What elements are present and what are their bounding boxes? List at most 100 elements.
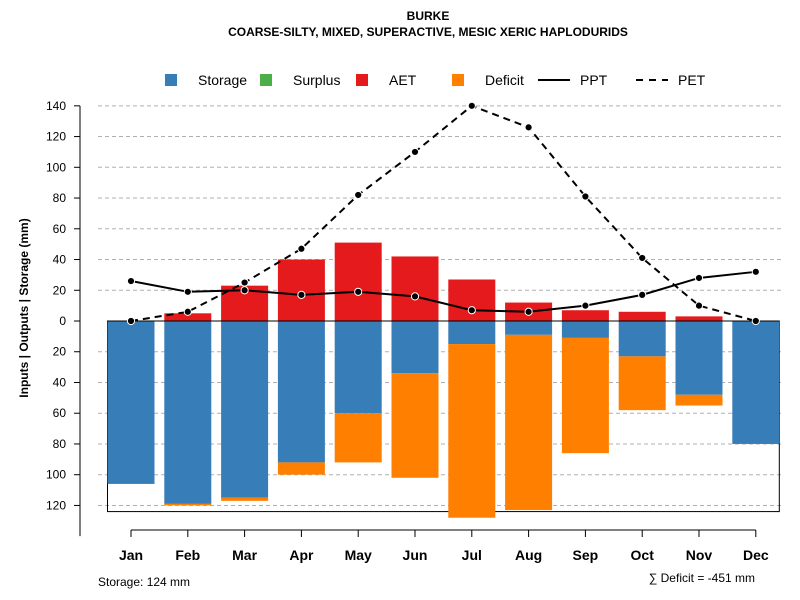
aet-bar: [448, 279, 496, 321]
storage-bar: [561, 321, 609, 338]
x-tick-label-aug: Aug: [515, 547, 542, 563]
deficit-bar: [675, 394, 723, 406]
y-tick-label: 80: [53, 191, 67, 205]
x-tick-label-jul: Jul: [462, 547, 482, 563]
legend-label-ppt: PPT: [580, 72, 608, 88]
legend-swatch-deficit: [452, 74, 464, 86]
y-tick-label: 0: [59, 314, 66, 328]
x-axis: Jan Feb Mar Apr May Jun Jul Aug Sep Oct Nov Dec: [119, 529, 769, 563]
ppt-point: [751, 267, 760, 276]
ppt-point: [297, 290, 306, 299]
x-tick-label-apr: Apr: [289, 547, 314, 563]
legend-label-aet: AET: [389, 72, 417, 88]
legend-label-deficit: Deficit: [485, 72, 524, 88]
deficit-bar: [505, 334, 553, 511]
y-tick-label: 120: [46, 130, 66, 144]
pet-point: [183, 307, 192, 316]
storage-bar: [334, 321, 382, 414]
pet-point: [240, 278, 249, 287]
deficit-bar: [164, 503, 212, 506]
pet-point: [638, 253, 647, 263]
chart-title: BURKE: [407, 9, 450, 23]
storage-bar: [277, 321, 325, 463]
y-tick-label: 140: [46, 99, 66, 113]
ppt-point: [467, 306, 476, 315]
storage-bar: [675, 321, 723, 395]
storage-bar: [448, 321, 496, 345]
y-axis: 0 20 40 60 80 100 120 140 20 40 60 80 100 120: [46, 99, 81, 537]
y-tick-label: 20: [53, 283, 67, 297]
ppt-line: [130, 270, 756, 313]
aet-bar: [277, 259, 325, 321]
legend-swatch-aet: [356, 74, 368, 86]
x-tick-label-jun: Jun: [403, 547, 428, 563]
aet-bar: [675, 316, 723, 321]
deficit-bar: [561, 337, 609, 454]
lines: [126, 101, 760, 326]
x-tick-label-jan: Jan: [119, 547, 143, 563]
aet-bar: [164, 313, 212, 321]
y-tick-label: 40: [53, 375, 67, 389]
x-tick-label-may: May: [345, 547, 372, 563]
deficit-bar: [277, 462, 325, 475]
aet-bar: [391, 256, 439, 321]
legend-label-pet: PET: [678, 72, 706, 88]
y-tick-label: 20: [53, 345, 67, 359]
pet-line: [130, 104, 757, 322]
deficit-footer: ∑ Deficit = -451 mm: [649, 571, 755, 585]
y-tick-label: 60: [53, 406, 67, 420]
chart-subtitle: COARSE-SILTY, MIXED, SUPERACTIVE, MESIC …: [228, 25, 628, 39]
legend-label-storage: Storage: [198, 72, 247, 88]
y-tick-label: 40: [53, 253, 67, 267]
deficit-bar: [391, 373, 439, 478]
ppt-point: [183, 287, 192, 296]
deficit-bar: [221, 497, 269, 501]
y-tick-label: 80: [53, 437, 67, 451]
x-tick-label-nov: Nov: [686, 547, 713, 563]
deficit-bar: [334, 413, 382, 463]
legend-swatch-storage: [165, 74, 177, 86]
pet-point: [467, 101, 476, 110]
legend-label-surplus: Surplus: [293, 72, 340, 88]
y-tick-label: 60: [53, 222, 67, 236]
aet-bar: [618, 311, 666, 321]
aet-bar: [334, 242, 382, 321]
bars: [107, 242, 780, 518]
ppt-point: [410, 292, 420, 301]
storage-bar: [107, 321, 155, 484]
storage-bar: [391, 321, 439, 374]
storage-bar: [221, 321, 269, 498]
y-tick-label: 100: [46, 160, 66, 174]
deficit-bar: [448, 344, 496, 518]
pet-point: [524, 123, 533, 132]
y-axis-label: Inputs | Outputs | Storage (mm): [17, 218, 31, 397]
pet-point: [354, 190, 363, 200]
pet-point: [410, 147, 420, 157]
ppt-point: [126, 276, 136, 286]
deficit-bar: [618, 356, 666, 411]
storage-bar: [505, 321, 553, 335]
x-tick-label-oct: Oct: [631, 547, 655, 563]
pet-point: [581, 192, 590, 201]
y-tick-label: 120: [46, 498, 66, 512]
x-tick-label-sep: Sep: [573, 547, 599, 563]
storage-footer: Storage: 124 mm: [98, 575, 190, 589]
ppt-point: [638, 290, 647, 299]
x-tick-label-feb: Feb: [175, 547, 200, 563]
y-tick-label: 100: [46, 468, 66, 482]
legend-swatch-surplus: [260, 74, 272, 86]
storage-bar: [732, 321, 780, 444]
legend: Storage Surplus AET Deficit PPT PET: [165, 72, 706, 88]
ppt-point: [240, 286, 249, 295]
ppt-point: [354, 287, 363, 296]
aet-bar: [561, 310, 609, 321]
pet-point: [126, 316, 136, 326]
pet-point: [297, 244, 306, 253]
x-tick-label-mar: Mar: [232, 547, 257, 563]
x-tick-label-dec: Dec: [743, 547, 769, 563]
storage-bar: [164, 321, 212, 504]
ppt-point: [581, 301, 590, 310]
ppt-point: [524, 307, 533, 316]
storage-bar: [618, 321, 666, 357]
